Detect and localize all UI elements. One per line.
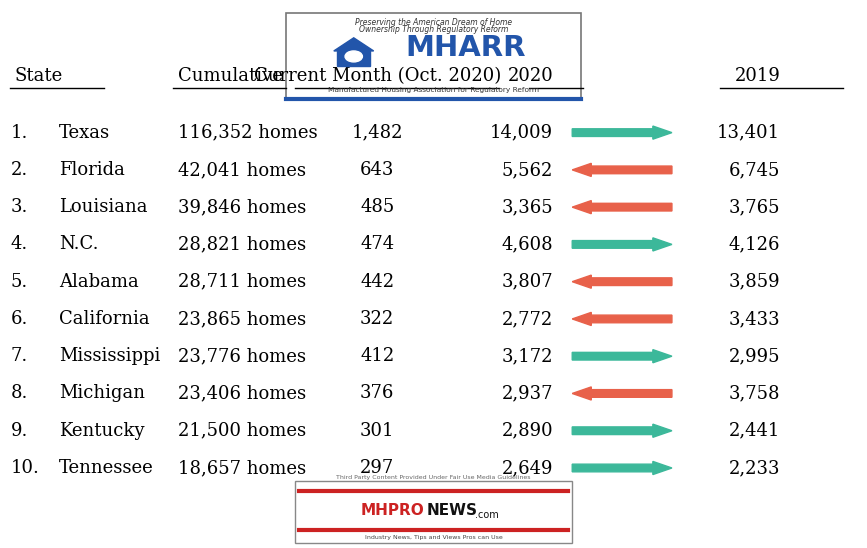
Text: 322: 322 xyxy=(360,310,394,328)
Text: 2019: 2019 xyxy=(734,67,780,85)
FancyArrow shape xyxy=(572,126,672,139)
Text: 4,608: 4,608 xyxy=(501,236,553,253)
Text: 3,765: 3,765 xyxy=(729,198,780,216)
FancyArrow shape xyxy=(572,424,672,437)
Circle shape xyxy=(345,51,362,62)
Text: 2,649: 2,649 xyxy=(502,459,553,477)
Polygon shape xyxy=(334,38,374,51)
Text: NEWS: NEWS xyxy=(427,503,478,518)
Text: Kentucky: Kentucky xyxy=(59,422,145,439)
Text: Current Month (Oct. 2020): Current Month (Oct. 2020) xyxy=(253,67,501,85)
Text: 2,772: 2,772 xyxy=(502,310,553,328)
Text: State: State xyxy=(15,67,63,85)
Text: Louisiana: Louisiana xyxy=(59,198,147,216)
Text: 28,711 homes: 28,711 homes xyxy=(178,273,306,290)
Text: 8.: 8. xyxy=(10,385,28,402)
FancyBboxPatch shape xyxy=(295,481,572,543)
FancyArrow shape xyxy=(572,238,672,251)
Text: 3,172: 3,172 xyxy=(502,347,553,365)
Text: Ownership Through Regulatory Reform: Ownership Through Regulatory Reform xyxy=(359,25,508,34)
Text: 9.: 9. xyxy=(10,422,28,439)
Text: 14,009: 14,009 xyxy=(490,124,553,141)
Text: 474: 474 xyxy=(360,236,394,253)
Text: 3,433: 3,433 xyxy=(728,310,780,328)
Text: 4,126: 4,126 xyxy=(729,236,780,253)
Text: 42,041 homes: 42,041 homes xyxy=(178,161,306,179)
Text: 2.: 2. xyxy=(10,161,28,179)
Text: 442: 442 xyxy=(360,273,394,290)
Text: California: California xyxy=(59,310,150,328)
Text: 297: 297 xyxy=(360,459,394,477)
Text: 1.: 1. xyxy=(10,124,28,141)
Text: Preserving the American Dream of Home: Preserving the American Dream of Home xyxy=(355,18,512,26)
FancyArrow shape xyxy=(572,350,672,363)
Text: 13,401: 13,401 xyxy=(717,124,780,141)
Text: 2,233: 2,233 xyxy=(729,459,780,477)
FancyArrow shape xyxy=(572,387,672,400)
Text: 2,890: 2,890 xyxy=(501,422,553,439)
Text: 3,859: 3,859 xyxy=(728,273,780,290)
Text: 5,562: 5,562 xyxy=(502,161,553,179)
Text: 376: 376 xyxy=(360,385,394,402)
FancyBboxPatch shape xyxy=(286,13,581,100)
Text: Tennessee: Tennessee xyxy=(59,459,153,477)
Text: 2,937: 2,937 xyxy=(502,385,553,402)
Text: 3,807: 3,807 xyxy=(501,273,553,290)
Text: Mississippi: Mississippi xyxy=(59,347,160,365)
Text: 643: 643 xyxy=(360,161,394,179)
Text: Florida: Florida xyxy=(59,161,125,179)
Text: 23,406 homes: 23,406 homes xyxy=(178,385,306,402)
Text: .com: .com xyxy=(475,510,499,520)
Text: Third Party Content Provided Under Fair Use Media Guidelines: Third Party Content Provided Under Fair … xyxy=(336,475,531,480)
FancyArrow shape xyxy=(572,461,672,475)
Text: Industry News, Tips and Views Pros can Use: Industry News, Tips and Views Pros can U… xyxy=(365,535,502,540)
Text: Alabama: Alabama xyxy=(59,273,139,290)
Text: 3,365: 3,365 xyxy=(501,198,553,216)
Text: 23,865 homes: 23,865 homes xyxy=(178,310,306,328)
Text: 28,821 homes: 28,821 homes xyxy=(178,236,306,253)
Text: Michigan: Michigan xyxy=(59,385,145,402)
Text: 301: 301 xyxy=(360,422,394,439)
Text: 39,846 homes: 39,846 homes xyxy=(178,198,306,216)
Text: 21,500 homes: 21,500 homes xyxy=(178,422,306,439)
Text: 5.: 5. xyxy=(10,273,28,290)
Text: 23,776 homes: 23,776 homes xyxy=(178,347,306,365)
Text: 3,758: 3,758 xyxy=(729,385,780,402)
Text: 6,745: 6,745 xyxy=(729,161,780,179)
Text: 485: 485 xyxy=(360,198,394,216)
Text: 1,482: 1,482 xyxy=(351,124,403,141)
Text: 18,657 homes: 18,657 homes xyxy=(178,459,306,477)
Text: Manufactured Housing Association for Regulatory Reform: Manufactured Housing Association for Reg… xyxy=(328,87,539,93)
FancyArrow shape xyxy=(572,312,672,326)
Text: Cumulative: Cumulative xyxy=(178,67,283,85)
Text: 2,995: 2,995 xyxy=(729,347,780,365)
Text: Texas: Texas xyxy=(59,124,110,141)
Text: 2020: 2020 xyxy=(507,67,553,85)
Text: 10.: 10. xyxy=(10,459,39,477)
Text: 412: 412 xyxy=(360,347,394,365)
Text: MHARR: MHARR xyxy=(406,34,526,62)
FancyBboxPatch shape xyxy=(337,51,370,66)
Text: N.C.: N.C. xyxy=(59,236,99,253)
Text: 3.: 3. xyxy=(10,198,28,216)
Text: 116,352 homes: 116,352 homes xyxy=(178,124,317,141)
FancyArrow shape xyxy=(572,201,672,214)
Text: 2,441: 2,441 xyxy=(729,422,780,439)
Text: 6.: 6. xyxy=(10,310,28,328)
Text: 7.: 7. xyxy=(10,347,28,365)
Text: MHPRO: MHPRO xyxy=(361,503,425,518)
Text: 4.: 4. xyxy=(10,236,28,253)
FancyArrow shape xyxy=(572,163,672,176)
FancyArrow shape xyxy=(572,275,672,288)
